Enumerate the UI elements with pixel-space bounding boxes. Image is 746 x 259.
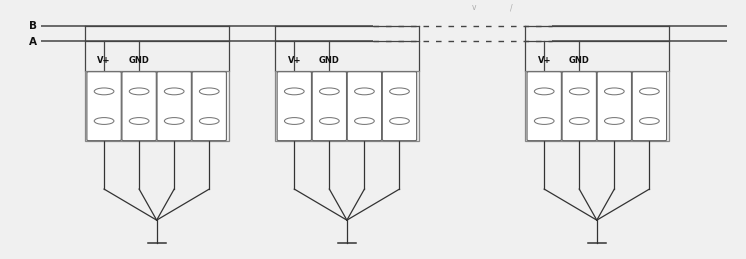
FancyBboxPatch shape bbox=[562, 72, 597, 141]
FancyBboxPatch shape bbox=[383, 72, 417, 141]
Circle shape bbox=[129, 118, 149, 124]
FancyBboxPatch shape bbox=[527, 72, 562, 141]
Text: V+: V+ bbox=[287, 56, 301, 65]
FancyBboxPatch shape bbox=[597, 72, 631, 141]
Circle shape bbox=[389, 118, 410, 124]
Bar bbox=[525, 71, 669, 141]
FancyBboxPatch shape bbox=[313, 72, 346, 141]
Text: /: / bbox=[510, 3, 513, 12]
FancyBboxPatch shape bbox=[633, 72, 667, 141]
FancyBboxPatch shape bbox=[87, 72, 121, 141]
Circle shape bbox=[604, 88, 624, 95]
Circle shape bbox=[94, 118, 114, 124]
Circle shape bbox=[319, 118, 339, 124]
Text: V+: V+ bbox=[97, 56, 111, 65]
Text: GND: GND bbox=[319, 56, 339, 65]
Circle shape bbox=[639, 118, 659, 124]
Circle shape bbox=[94, 88, 114, 95]
FancyBboxPatch shape bbox=[157, 72, 191, 141]
Text: A: A bbox=[29, 37, 37, 47]
Text: GND: GND bbox=[569, 56, 589, 65]
Circle shape bbox=[604, 118, 624, 124]
FancyBboxPatch shape bbox=[348, 72, 382, 141]
Circle shape bbox=[284, 88, 304, 95]
Circle shape bbox=[534, 118, 554, 124]
Text: GND: GND bbox=[129, 56, 149, 65]
Circle shape bbox=[389, 88, 410, 95]
Circle shape bbox=[164, 88, 184, 95]
Circle shape bbox=[199, 118, 219, 124]
Circle shape bbox=[534, 88, 554, 95]
Circle shape bbox=[639, 88, 659, 95]
Circle shape bbox=[284, 118, 304, 124]
FancyBboxPatch shape bbox=[122, 72, 157, 141]
Circle shape bbox=[199, 88, 219, 95]
Bar bbox=[84, 71, 228, 141]
Circle shape bbox=[569, 88, 589, 95]
Circle shape bbox=[129, 88, 149, 95]
FancyBboxPatch shape bbox=[192, 72, 226, 141]
Bar bbox=[275, 71, 419, 141]
Circle shape bbox=[354, 88, 374, 95]
Circle shape bbox=[569, 118, 589, 124]
Text: V+: V+ bbox=[537, 56, 551, 65]
FancyBboxPatch shape bbox=[278, 72, 312, 141]
Circle shape bbox=[319, 88, 339, 95]
Circle shape bbox=[354, 118, 374, 124]
Circle shape bbox=[164, 118, 184, 124]
Text: B: B bbox=[29, 21, 37, 31]
Text: v: v bbox=[471, 3, 476, 12]
